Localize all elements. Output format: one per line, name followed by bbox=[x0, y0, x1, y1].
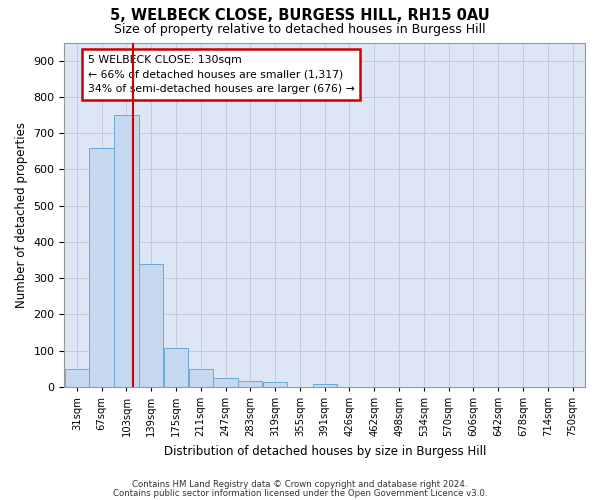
Bar bbox=[65, 368, 89, 387]
Text: Contains public sector information licensed under the Open Government Licence v3: Contains public sector information licen… bbox=[113, 489, 487, 498]
Text: 5, WELBECK CLOSE, BURGESS HILL, RH15 0AU: 5, WELBECK CLOSE, BURGESS HILL, RH15 0AU bbox=[110, 8, 490, 22]
Text: Contains HM Land Registry data © Crown copyright and database right 2024.: Contains HM Land Registry data © Crown c… bbox=[132, 480, 468, 489]
Bar bbox=[89, 148, 114, 387]
Y-axis label: Number of detached properties: Number of detached properties bbox=[15, 122, 28, 308]
Bar bbox=[139, 264, 163, 387]
Bar bbox=[313, 384, 337, 387]
X-axis label: Distribution of detached houses by size in Burgess Hill: Distribution of detached houses by size … bbox=[164, 444, 486, 458]
Text: Size of property relative to detached houses in Burgess Hill: Size of property relative to detached ho… bbox=[114, 22, 486, 36]
Bar bbox=[238, 382, 262, 387]
Bar bbox=[214, 378, 238, 387]
Bar bbox=[263, 382, 287, 387]
Bar bbox=[164, 348, 188, 387]
Text: 5 WELBECK CLOSE: 130sqm
← 66% of detached houses are smaller (1,317)
34% of semi: 5 WELBECK CLOSE: 130sqm ← 66% of detache… bbox=[88, 54, 355, 94]
Bar bbox=[114, 115, 139, 387]
Bar bbox=[188, 368, 213, 387]
